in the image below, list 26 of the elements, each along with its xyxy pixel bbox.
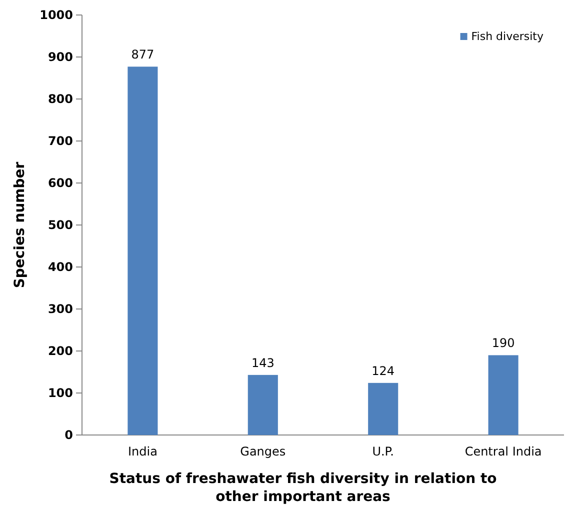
y-tick-label: 400 (48, 260, 73, 274)
bar (488, 355, 518, 435)
x-axis-title: Status of freshawater fish diversity in relation to other important areas (109, 471, 498, 505)
data-label: 143 (251, 356, 274, 370)
y-tick-label: 700 (48, 134, 73, 148)
x-tick-label: Central India (464, 444, 542, 459)
data-label: 190 (492, 336, 515, 350)
y-tick-label: 0 (64, 428, 73, 442)
y-tick-label: 600 (48, 176, 73, 190)
x-tick-label: Ganges (240, 444, 286, 459)
y-tick-label: 900 (48, 50, 73, 64)
y-tick-label: 200 (48, 344, 73, 358)
y-tick-label: 800 (48, 92, 73, 106)
data-label: 124 (372, 364, 395, 378)
bar (128, 66, 158, 435)
data-label: 877 (131, 48, 154, 62)
legend-label: Fish diversity (471, 30, 544, 43)
x-tick-label: U.P. (372, 444, 394, 459)
bar (248, 374, 278, 435)
y-tick-label: 500 (48, 218, 73, 232)
y-axis-title: Species number (12, 162, 28, 288)
y-tick-label: 300 (48, 302, 73, 316)
bar (368, 382, 398, 435)
x-tick-label: India (128, 444, 158, 459)
y-tick-label: 100 (48, 386, 73, 400)
y-tick-label: 1000 (40, 8, 73, 22)
